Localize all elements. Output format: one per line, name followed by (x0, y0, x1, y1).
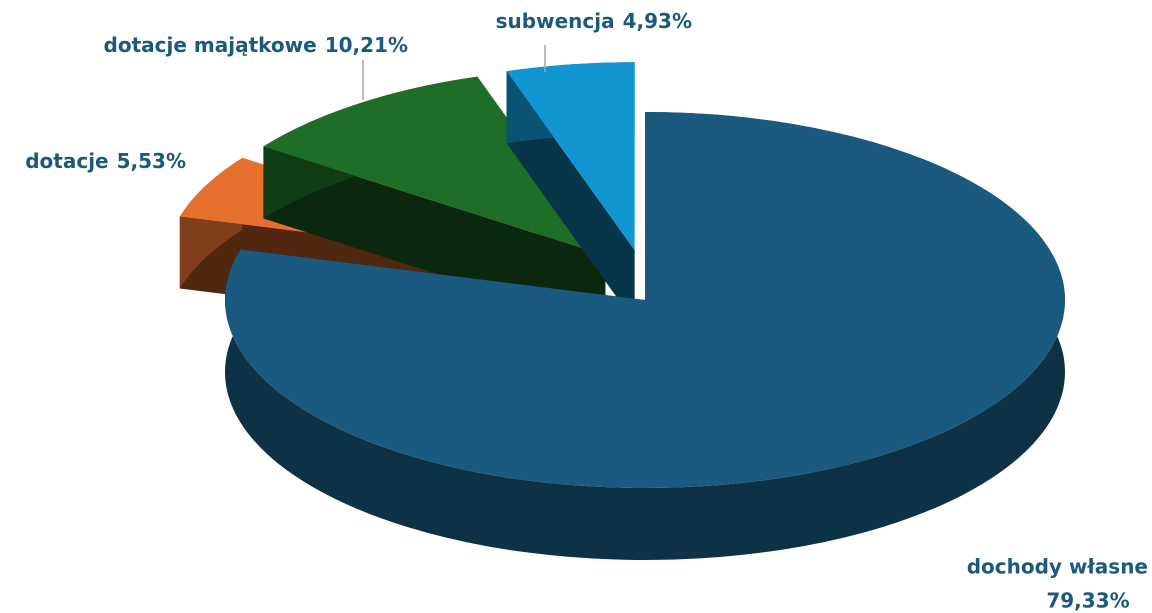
category-label: dotacje majątkowe (104, 33, 317, 57)
slice-top (225, 112, 1065, 489)
slice-label: dotacje 5,53% (25, 149, 186, 173)
slice (224, 112, 1065, 560)
slice-label: subwencja 4,93% (496, 9, 692, 33)
slice-wall (263, 146, 606, 328)
value-label: 79,33% (1046, 589, 1129, 613)
category-label: dochody własne (967, 555, 1148, 579)
slice-top (506, 62, 635, 251)
category-label: subwencja (496, 9, 615, 33)
slice (506, 62, 635, 323)
value-label: 5,53% (117, 149, 186, 173)
value-label: 4,93% (623, 9, 692, 33)
category-label: dotacje (25, 149, 108, 173)
value-label: 10,21% (325, 33, 408, 57)
slice-label: dotacje majątkowe 10,21% (104, 33, 408, 57)
slice-top (263, 76, 606, 256)
